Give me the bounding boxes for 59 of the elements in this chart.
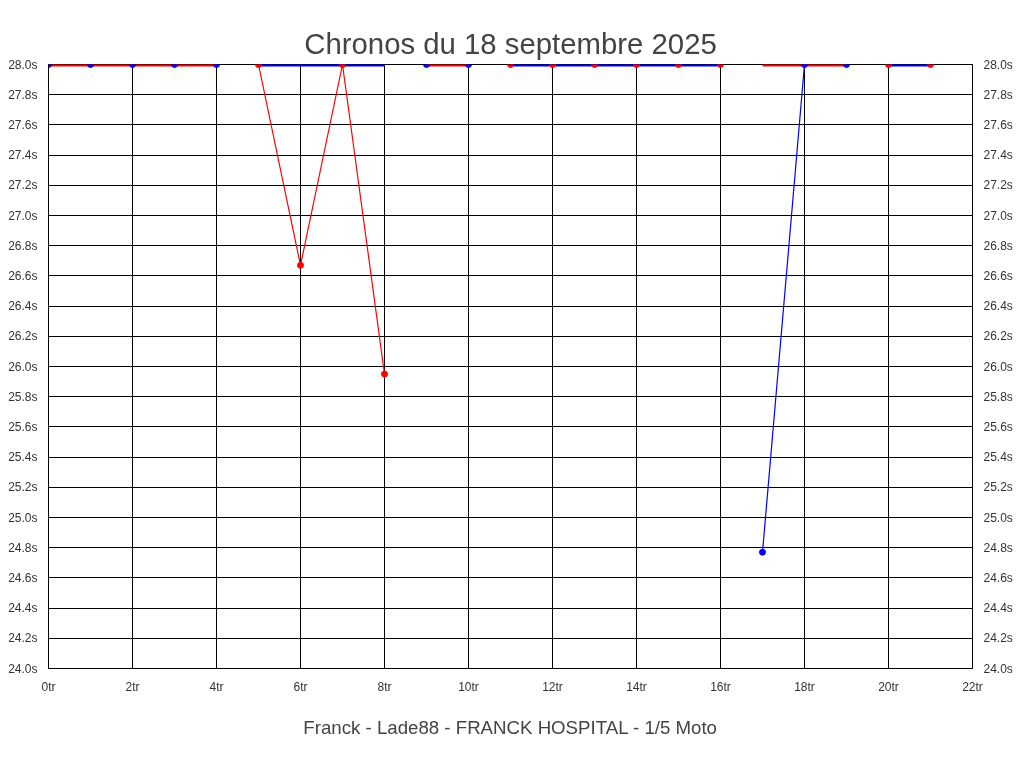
y-tick-label: 27.0s [8,208,38,223]
y2-tick-label: 24.0s [983,661,1013,676]
y2-tick-label: 27.6s [983,117,1013,132]
x-tick-label: 0tr [41,679,56,694]
y-tick-label: 24.8s [8,540,38,555]
point [759,548,766,556]
y2-tick-label: 25.2s [983,480,1013,495]
y2-tick-label: 24.8s [983,540,1013,555]
y-tick-label: 27.4s [8,148,38,163]
x-tick-label: 20tr [878,679,899,694]
y2-tick-label: 26.8s [983,238,1013,253]
y-tick-label: 25.8s [8,389,38,404]
y2-tick-label: 27.8s [983,87,1013,102]
y2-tick-label: 24.6s [983,570,1013,585]
y2-tick-label: 27.2s [983,178,1013,193]
x-tick-label: 4tr [209,679,224,694]
point [381,370,388,378]
x-tick-label: 14tr [626,679,647,694]
y2-tick-label: 27.0s [983,208,1013,223]
x-tick-label: 18tr [794,679,815,694]
y-tick-label: 25.2s [8,480,38,495]
y-tick-label: 27.6s [8,117,38,132]
y-tick-label: 27.2s [8,178,38,193]
y-tick-label: 26.2s [8,329,38,344]
y-tick-label: 25.4s [8,450,38,465]
y-tick-label: 26.8s [8,238,38,253]
y2-tick-label: 24.4s [983,601,1013,616]
x-tick-label: 22tr [962,679,983,694]
x-tick-label: 12tr [542,679,563,694]
chart-title: Chronos du 18 septembre 2025 [304,26,717,60]
y-tick-label: 24.4s [8,601,38,616]
x-tick-label: 10tr [458,679,479,694]
y-tick-label: 26.6s [8,268,38,283]
y-tick-label: 25.0s [8,510,38,525]
x-axis-title: Franck - Lade88 - FRANCK HOSPITAL - 1/5 Moto [303,716,717,738]
y-tick-label: 28.0s [8,57,38,72]
y-tick-label: 24.2s [8,631,38,646]
y2-tick-label: 26.2s [983,329,1013,344]
y2-tick-label: 27.4s [983,148,1013,163]
y2-tick-label: 25.6s [983,419,1013,434]
x-tick-label: 16tr [710,679,731,694]
y2-tick-label: 26.6s [983,268,1013,283]
y-tick-label: 25.6s [8,419,38,434]
y-tick-label: 27.8s [8,87,38,102]
y2-tick-label: 28.0s [983,57,1013,72]
y2-tick-label: 24.2s [983,631,1013,646]
y-tick-label: 24.6s [8,570,38,585]
x-tick-label: 2tr [125,679,140,694]
y2-tick-label: 25.0s [983,510,1013,525]
y2-tick-label: 25.8s [983,389,1013,404]
y-tick-label: 26.4s [8,299,38,314]
x-tick-label: 8tr [377,679,392,694]
y2-tick-label: 26.0s [983,359,1013,374]
y-tick-label: 26.0s [8,359,38,374]
y-tick-label: 24.0s [8,661,38,676]
y2-tick-label: 25.4s [983,450,1013,465]
y2-tick-label: 26.4s [983,299,1013,314]
point [297,261,304,269]
x-tick-label: 6tr [293,679,308,694]
